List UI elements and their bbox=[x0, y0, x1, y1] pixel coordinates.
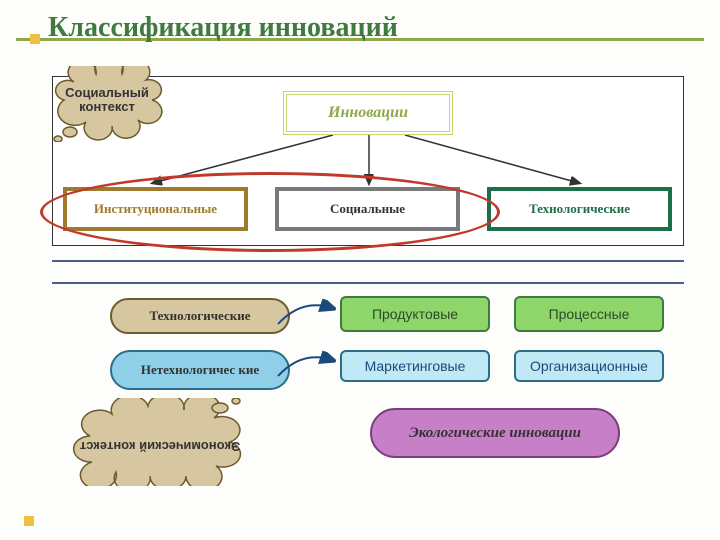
pill-tech: Технологические bbox=[110, 298, 290, 334]
category-technological: Технологические bbox=[487, 187, 672, 231]
pill-nontech: Нетехнологичес кие bbox=[110, 350, 290, 390]
rect-process: Процессные bbox=[514, 296, 664, 332]
pill-ecological-label: Экологические инновации bbox=[409, 425, 581, 442]
divider-2 bbox=[52, 282, 684, 284]
cloud-social-text: Социальный контекст bbox=[42, 66, 172, 142]
divider-1 bbox=[52, 260, 684, 262]
cloud-economic-context: Экономический контекст bbox=[60, 398, 260, 486]
rect-org: Организационные bbox=[514, 350, 664, 382]
accent-square-bottom bbox=[24, 516, 34, 526]
curve-arrow-1 bbox=[272, 294, 342, 344]
cloud-social-context: Социальный контекст bbox=[42, 66, 172, 142]
rect-marketing: Маркетинговые bbox=[340, 350, 490, 382]
highlight-ellipse bbox=[40, 172, 500, 252]
rect-product: Продуктовые bbox=[340, 296, 490, 332]
pill-ecological: Экологические инновации bbox=[370, 408, 620, 458]
curve-arrow-2 bbox=[272, 346, 342, 396]
cloud-economic-text: Экономический контекст bbox=[60, 398, 260, 486]
accent-square bbox=[30, 34, 40, 44]
root-node: Инновации bbox=[283, 91, 453, 135]
page-title: Классификация инноваций bbox=[48, 12, 398, 44]
pill-nontech-label: Нетехнологичес кие bbox=[141, 363, 259, 377]
